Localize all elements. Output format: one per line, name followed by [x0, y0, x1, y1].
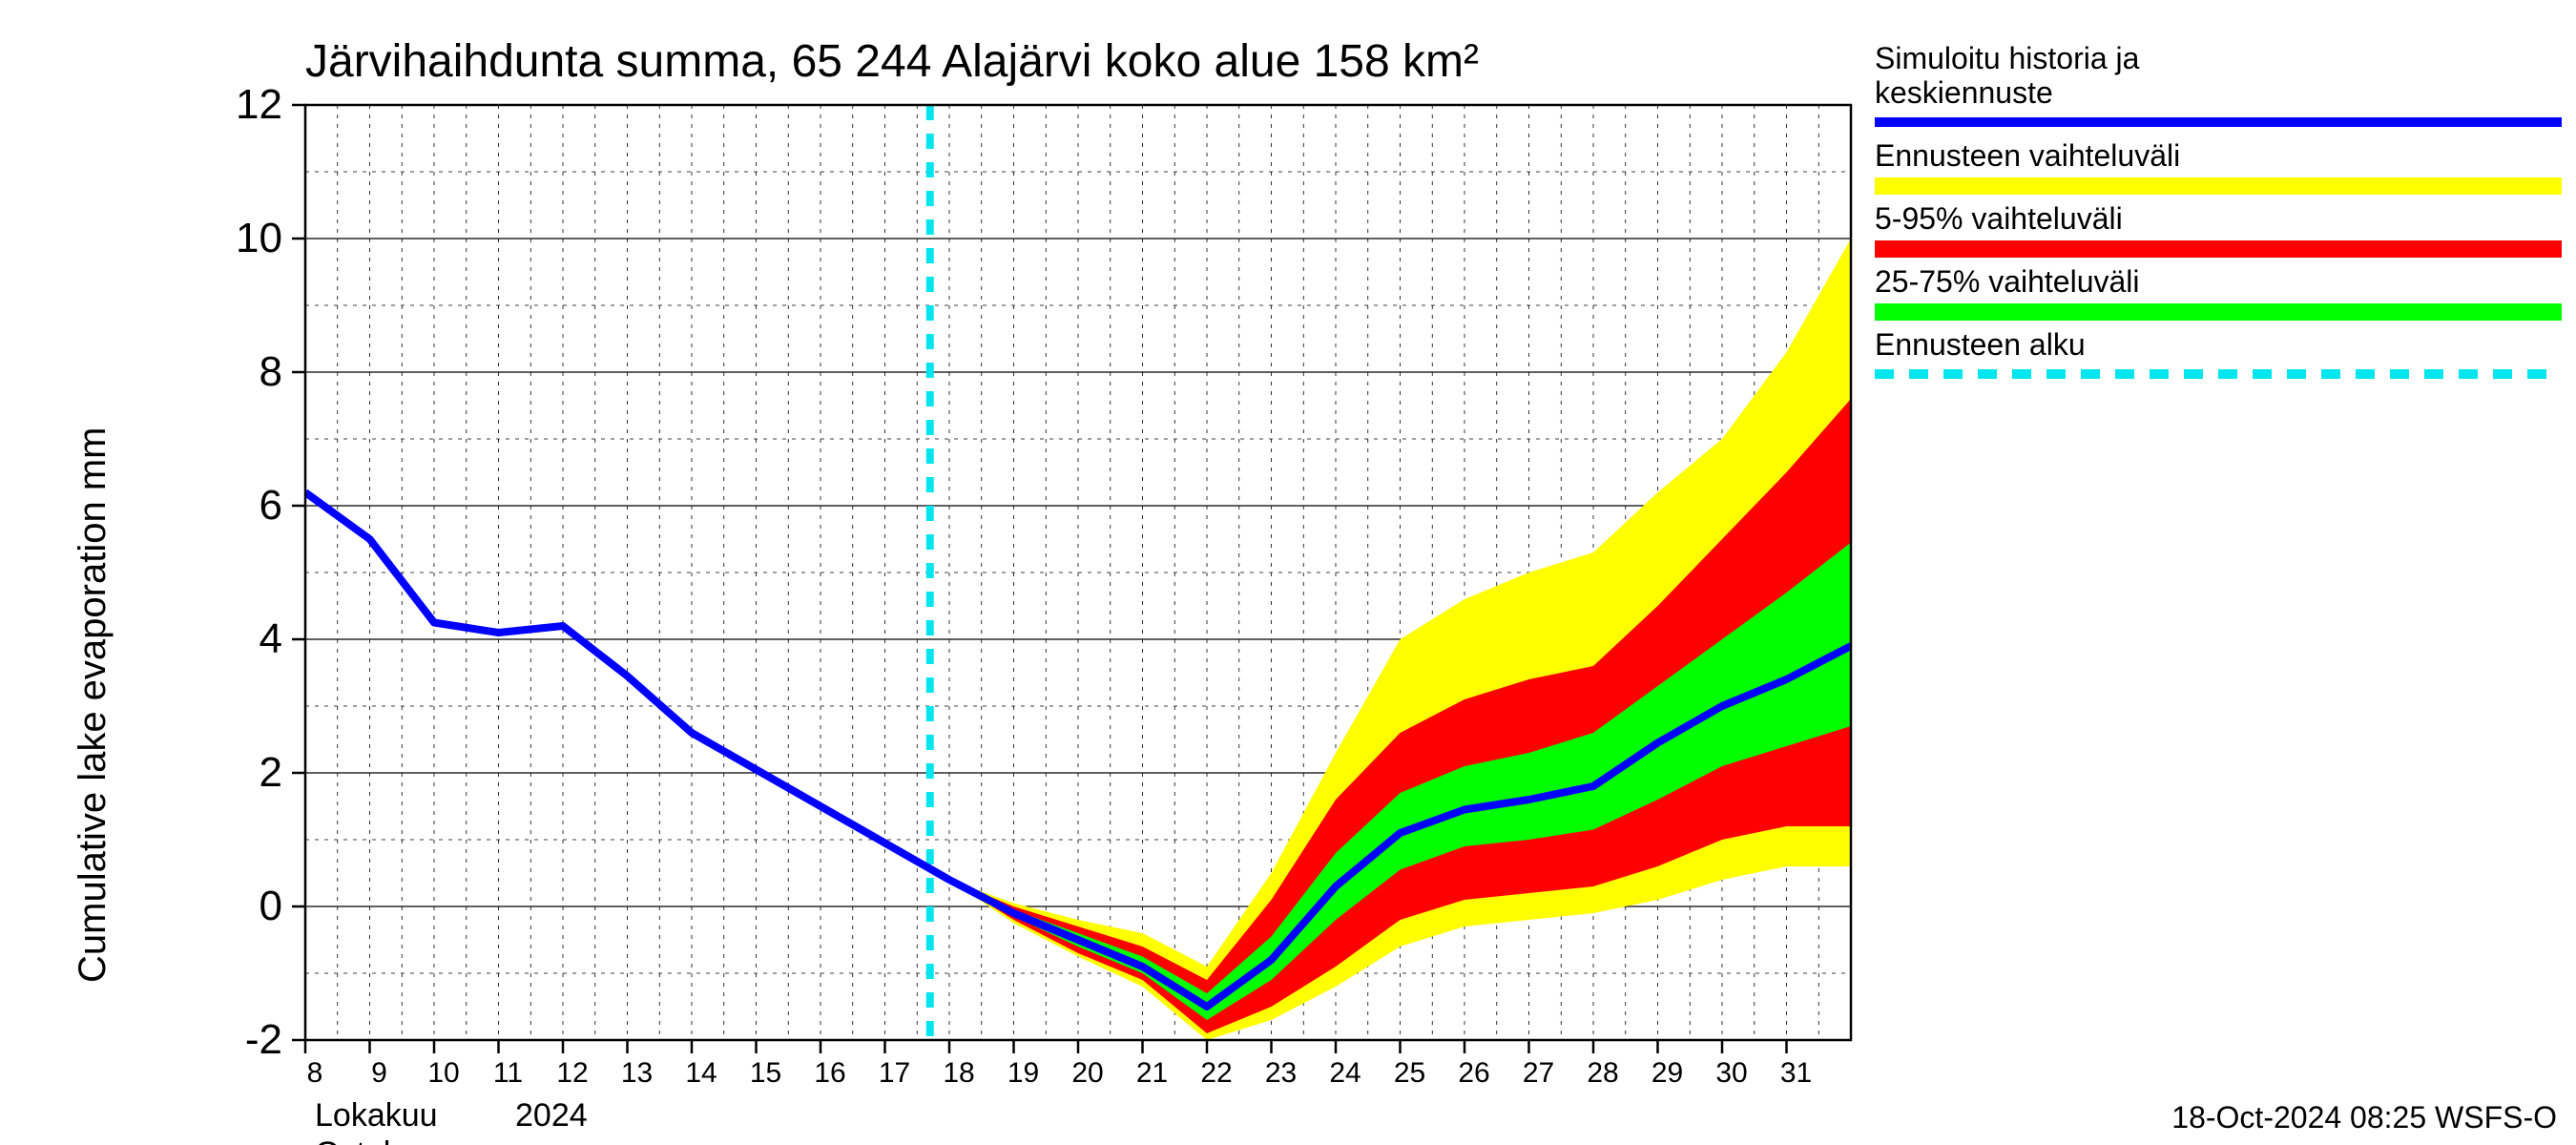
- x-tick-label: 12: [556, 1057, 588, 1089]
- legend-label: Simuloitu historia ja: [1875, 41, 2140, 75]
- y-tick-label: -2: [245, 1016, 282, 1063]
- x-tick-label: 18: [943, 1057, 974, 1089]
- x-tick-label: 19: [1008, 1057, 1039, 1089]
- x-tick-label: 28: [1587, 1057, 1618, 1089]
- x-tick-label: 16: [814, 1057, 845, 1089]
- legend-label: Ennusteen alku: [1875, 327, 2086, 362]
- x-tick-label: 25: [1394, 1057, 1425, 1089]
- legend-label: 5-95% vaihteluväli: [1875, 201, 2123, 236]
- y-tick-label: 10: [236, 215, 282, 261]
- month-label-fi: Lokakuu: [315, 1097, 438, 1134]
- legend-label: 25-75% vaihteluväli: [1875, 264, 2140, 299]
- x-tick-label: 31: [1780, 1057, 1812, 1089]
- legend-swatch-band: [1875, 177, 2562, 195]
- footer-timestamp: 18-Oct-2024 08:25 WSFS-O: [2171, 1100, 2557, 1135]
- x-tick-label: 11: [493, 1057, 523, 1089]
- x-tick-label: 23: [1265, 1057, 1297, 1089]
- x-tick-label: 9: [371, 1057, 387, 1089]
- x-tick-label: 20: [1071, 1057, 1103, 1089]
- x-tick-label: 26: [1458, 1057, 1489, 1089]
- x-tick-label: 15: [750, 1057, 781, 1089]
- legend-label: keskiennuste: [1875, 75, 2053, 110]
- y-tick-label: 4: [260, 615, 282, 662]
- x-tick-label: 17: [879, 1057, 910, 1089]
- legend-label: Ennusteen vaihteluväli: [1875, 138, 2180, 173]
- y-tick-label: 0: [260, 883, 282, 929]
- x-tick-label: 13: [621, 1057, 653, 1089]
- y-tick-label: 2: [260, 749, 282, 796]
- x-tick-label: 22: [1200, 1057, 1232, 1089]
- chart-title: Järvihaihdunta summa, 65 244 Alajärvi ko…: [305, 36, 1479, 87]
- x-tick-label: 29: [1652, 1057, 1683, 1089]
- x-tick-label: 10: [427, 1057, 459, 1089]
- x-tick-label: 8: [307, 1057, 323, 1089]
- month-label-en: October: [315, 1135, 430, 1145]
- x-tick-label: 21: [1136, 1057, 1168, 1089]
- y-tick-label: 6: [260, 482, 282, 529]
- legend-swatch-band: [1875, 240, 2562, 258]
- y-axis-title: Cumulative lake evaporation mm: [72, 427, 114, 983]
- legend-swatch-band: [1875, 303, 2562, 321]
- x-tick-label: 30: [1715, 1057, 1747, 1089]
- x-tick-label: 14: [685, 1057, 717, 1089]
- x-tick-label: 27: [1523, 1057, 1554, 1089]
- y-tick-label: 8: [260, 348, 282, 395]
- year-label: 2024: [515, 1097, 588, 1134]
- y-tick-label: 12: [236, 81, 282, 128]
- evaporation-chart: -202468101289101112131415161718192021222…: [0, 0, 2576, 1145]
- x-tick-label: 24: [1329, 1057, 1361, 1089]
